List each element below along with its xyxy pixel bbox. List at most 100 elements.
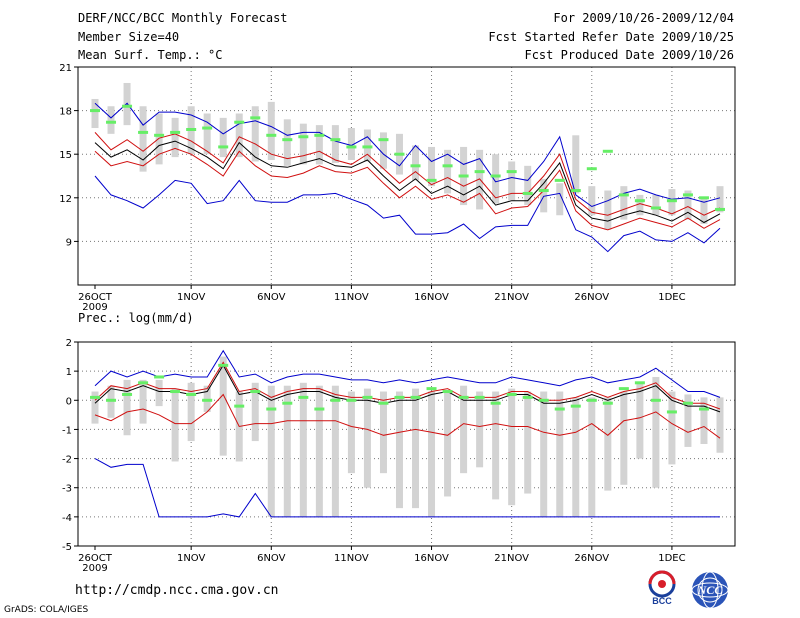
prec-range-box	[251, 382, 259, 442]
prec-member-mark	[586, 398, 597, 402]
temp-member-mark	[346, 145, 357, 149]
temp-ytick-label: 9	[66, 237, 72, 248]
prec-member-mark	[522, 395, 533, 399]
prec-member-mark	[682, 401, 693, 405]
prec-line-outer-lower	[94, 458, 720, 518]
temp-range-box	[700, 197, 708, 224]
prec-member-mark	[218, 363, 229, 367]
source-url[interactable]: http://cmdp.ncc.cma.gov.cn	[75, 583, 279, 598]
prec-member-mark	[138, 381, 149, 385]
temp-xtick-label: 21NOV	[494, 292, 529, 303]
prec-ytick-label: 0	[66, 396, 72, 407]
prec-member-mark	[474, 395, 485, 399]
prec-xtick-label: 16NOV	[414, 553, 449, 564]
temp-range-box	[107, 106, 115, 134]
temp-member-mark	[106, 120, 117, 124]
temp-range-box	[572, 135, 580, 194]
prec-ytick-label: 1	[66, 367, 72, 378]
temp-member-mark	[490, 174, 501, 178]
prec-range-box	[187, 382, 195, 442]
temp-member-mark	[682, 193, 693, 197]
prec-plot-frame	[77, 341, 736, 547]
temp-range-box	[155, 113, 163, 165]
temp-xtick-label: 16NOV	[414, 292, 449, 303]
temp-member-mark	[218, 145, 229, 149]
prec-range-box	[700, 397, 708, 444]
temp-range-box	[636, 194, 644, 216]
temp-range-box	[251, 106, 259, 162]
bcc-logo: BCC	[641, 568, 683, 608]
prec-member-mark	[250, 390, 261, 394]
prec-member-mark	[298, 395, 309, 399]
temp-member-mark	[90, 109, 100, 113]
temp-member-mark	[442, 164, 453, 168]
prec-xtick-label: 21NOV	[494, 553, 529, 564]
prec-range-box	[428, 391, 436, 517]
prec-member-mark	[266, 407, 277, 411]
prec-ytick-label: -4	[62, 513, 72, 524]
temp-member-mark	[586, 167, 597, 171]
prec-range-box	[412, 388, 420, 509]
prec-range-box	[171, 388, 179, 462]
prec-range-box	[492, 391, 500, 500]
prec-member-mark	[554, 407, 565, 411]
prec-member-mark	[330, 398, 341, 402]
temp-member-mark	[154, 133, 165, 137]
temp-member-mark	[186, 127, 197, 131]
prec-range-box	[588, 397, 596, 517]
temp-member-mark	[250, 116, 261, 120]
temp-range-box	[684, 190, 692, 220]
temp-member-mark	[602, 149, 613, 153]
temp-range-box	[379, 132, 387, 169]
prec-range-box	[620, 391, 628, 485]
temp-line-outer-upper	[94, 102, 721, 208]
temp-xtick-label: 11NOV	[334, 292, 369, 303]
prec-member-mark	[442, 390, 453, 394]
temp-line-inner-upper	[94, 132, 721, 216]
prec-member-mark	[378, 401, 389, 405]
prec-range-box	[668, 391, 676, 465]
ncc-logo-text: NCC	[697, 583, 723, 597]
prec-range-box	[508, 388, 516, 506]
prec-range-box	[267, 385, 275, 517]
temp-member-mark	[554, 178, 565, 182]
prec-year-label: 2009	[82, 563, 107, 574]
temp-member-mark	[138, 130, 149, 134]
prec-range-box	[572, 397, 580, 517]
temp-member-mark	[474, 170, 485, 174]
precip-panel-title: Prec.: log(mm/d)	[78, 311, 194, 325]
temp-member-mark	[715, 207, 725, 211]
temp-ytick-label: 12	[59, 194, 72, 205]
temp-range-box	[139, 106, 147, 172]
temp-line-inner-lower	[94, 147, 721, 231]
prec-member-mark	[154, 375, 165, 379]
temp-range-box	[91, 98, 99, 129]
prec-line-inner-upper	[94, 361, 721, 410]
prec-member-mark	[170, 390, 181, 394]
prec-member-mark	[458, 395, 469, 399]
prec-member-mark	[666, 410, 677, 414]
prec-range-box	[716, 397, 724, 453]
prec-range-box	[684, 394, 692, 447]
prec-xtick-label: 26OCT	[78, 553, 113, 564]
member-size: Member Size=40	[78, 30, 180, 44]
prec-range-box	[476, 391, 484, 468]
prec-range-box	[379, 391, 387, 474]
temp-xtick-label: 1DEC	[658, 292, 685, 303]
prec-xtick-label: 11NOV	[334, 553, 369, 564]
temp-range-box	[508, 161, 516, 201]
prec-member-mark	[698, 407, 709, 411]
temp-range-box	[716, 186, 724, 213]
prec-range-box	[91, 391, 99, 424]
temp-member-mark	[330, 138, 341, 142]
prec-member-mark	[634, 381, 645, 385]
prec-member-mark	[426, 387, 437, 391]
prec-xtick-label: 1DEC	[658, 553, 685, 564]
prec-ytick-label: -1	[62, 425, 72, 436]
temp-member-mark	[362, 145, 373, 149]
temp-member-mark	[122, 104, 133, 108]
forecast-produced-date: Fcst Produced Date 2009/10/26	[524, 48, 734, 62]
temp-range-box	[444, 149, 452, 194]
bcc-logo-text: BCC	[652, 596, 672, 606]
prec-range-box	[460, 385, 468, 474]
